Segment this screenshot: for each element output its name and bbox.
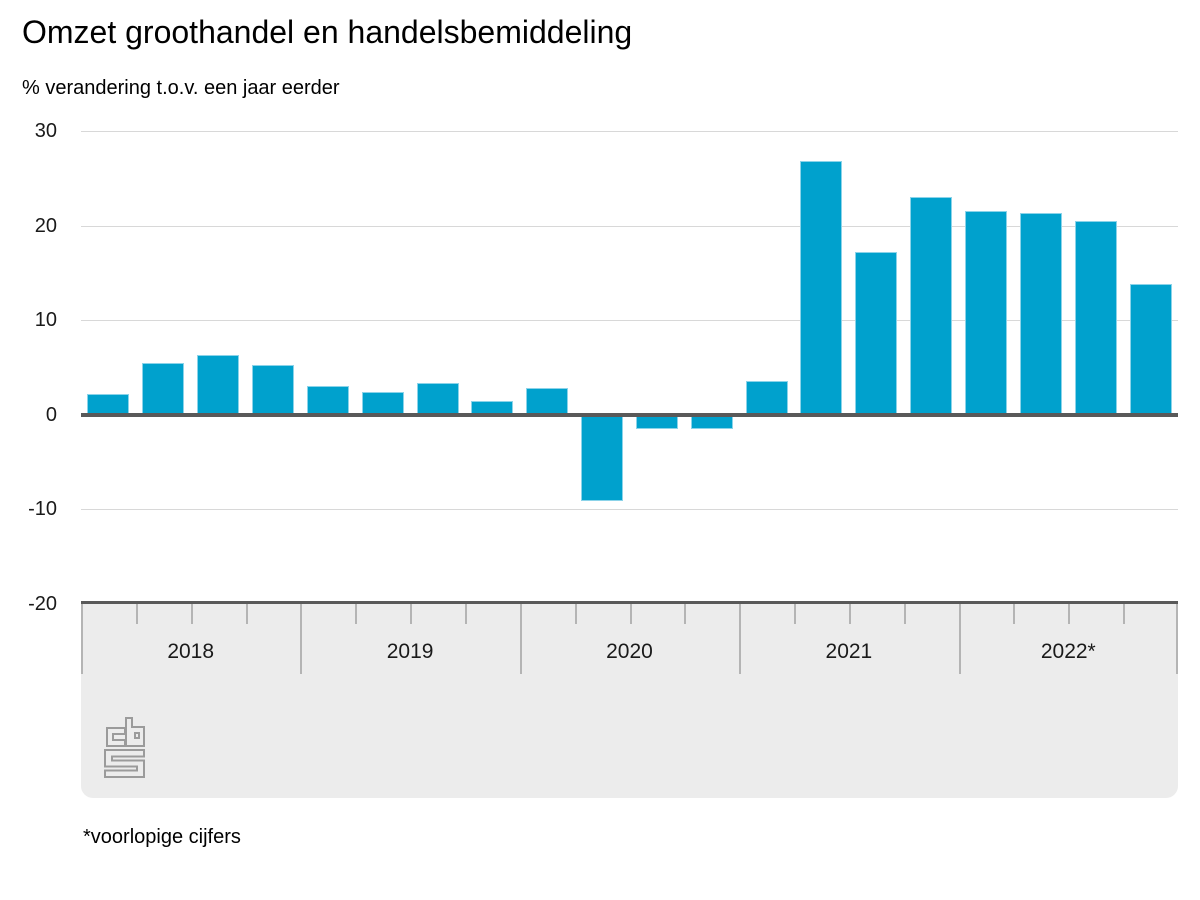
quarter-tick bbox=[794, 604, 797, 624]
cbs-logo-letter-s bbox=[104, 749, 145, 778]
bar[interactable] bbox=[1074, 220, 1117, 415]
bar[interactable] bbox=[251, 364, 294, 415]
gridline bbox=[81, 225, 1178, 227]
bar[interactable] bbox=[416, 382, 459, 415]
x-axis-band: 2018 2019 2020 2021 2022* bbox=[81, 601, 1178, 798]
bar[interactable] bbox=[526, 388, 569, 415]
cbs-logo-letter-b bbox=[125, 717, 145, 747]
quarter-tick bbox=[245, 604, 248, 624]
x-axis-year-label: 2021 bbox=[825, 640, 873, 663]
bar[interactable] bbox=[1019, 213, 1062, 415]
year-tick bbox=[519, 604, 522, 674]
gridline bbox=[81, 320, 1178, 322]
quarter-tick bbox=[135, 604, 138, 624]
quarter-tick bbox=[574, 604, 577, 624]
y-axis-label: -10 bbox=[28, 498, 57, 521]
chart-subtitle: % verandering t.o.v. een jaar eerder bbox=[22, 77, 340, 99]
y-axis-label: 10 bbox=[34, 309, 57, 332]
footnote: *voorlopige cijfers bbox=[83, 826, 241, 848]
year-tick bbox=[958, 604, 961, 674]
gridline bbox=[81, 131, 1178, 132]
gridline bbox=[81, 509, 1178, 511]
x-axis-year-label: 2019 bbox=[386, 640, 434, 663]
cbs-logo-letter-c bbox=[106, 727, 126, 747]
quarter-tick bbox=[629, 604, 632, 624]
quarter-tick bbox=[684, 604, 687, 624]
bar[interactable] bbox=[910, 197, 953, 415]
y-axis-label: 0 bbox=[45, 403, 57, 426]
quarter-tick bbox=[903, 604, 906, 624]
quarter-tick bbox=[1068, 604, 1071, 624]
bar[interactable] bbox=[581, 414, 624, 501]
bar[interactable] bbox=[855, 252, 898, 415]
x-axis-year-label: 2022* bbox=[1040, 640, 1096, 663]
quarter-tick bbox=[848, 604, 851, 624]
bar[interactable] bbox=[965, 211, 1008, 415]
bar[interactable] bbox=[745, 380, 788, 415]
bar[interactable] bbox=[306, 386, 349, 415]
y-axis-label: -20 bbox=[28, 593, 57, 615]
y-axis-label: 20 bbox=[34, 214, 57, 237]
quarter-tick bbox=[1013, 604, 1016, 624]
cbs-logo bbox=[104, 717, 145, 778]
bar[interactable] bbox=[361, 392, 404, 415]
quarter-tick bbox=[190, 604, 193, 624]
quarter-tick bbox=[355, 604, 358, 624]
bar[interactable] bbox=[690, 414, 733, 429]
bar[interactable] bbox=[800, 161, 843, 415]
chart-title: Omzet groothandel en handelsbemiddeling bbox=[22, 14, 633, 50]
quarter-tick bbox=[410, 604, 413, 624]
zero-line bbox=[81, 412, 1178, 417]
year-tick bbox=[300, 604, 303, 674]
year-tick bbox=[81, 604, 83, 674]
bar[interactable] bbox=[635, 414, 678, 429]
quarter-tick bbox=[464, 604, 467, 624]
x-axis-year-label: 2018 bbox=[167, 640, 215, 663]
bar[interactable] bbox=[142, 362, 185, 415]
bar[interactable] bbox=[197, 355, 240, 415]
year-tick bbox=[739, 604, 742, 674]
bar[interactable] bbox=[1129, 284, 1172, 415]
year-tick bbox=[1176, 604, 1178, 674]
bar[interactable] bbox=[87, 393, 130, 415]
x-axis-year-label: 2020 bbox=[606, 640, 653, 663]
y-axis-label: 30 bbox=[34, 120, 57, 142]
quarter-tick bbox=[1123, 604, 1126, 624]
